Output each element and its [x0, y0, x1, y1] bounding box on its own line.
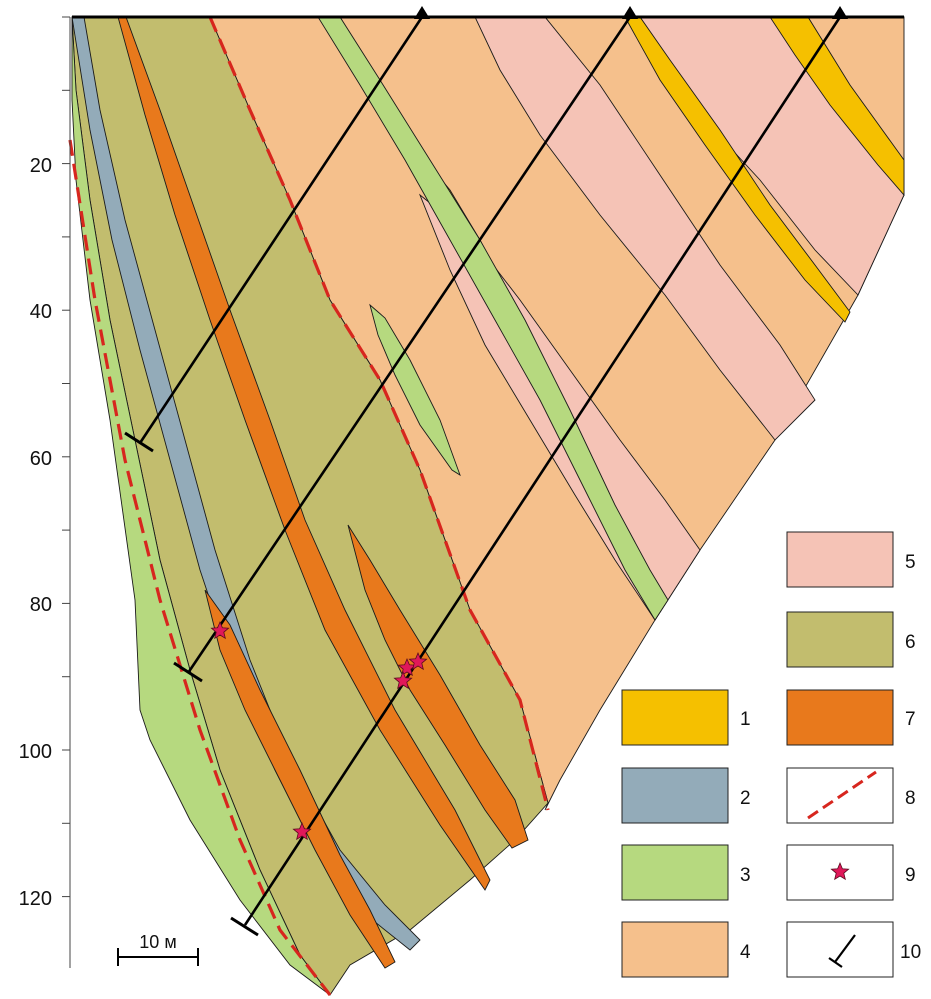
borehole-3 [230, 6, 848, 937]
legend-label-6: 6 [905, 632, 916, 653]
legend-label-10: 10 [900, 942, 921, 963]
legend-label-8: 8 [905, 788, 916, 809]
depth-tick-label-100: 100 [19, 741, 52, 763]
depth-tick-label-60: 60 [30, 448, 52, 470]
ore-star-5 [292, 821, 312, 841]
legend-label-1: 1 [740, 709, 751, 730]
unit-3-west-flank [71, 16, 331, 996]
legend-label-4: 4 [740, 942, 751, 963]
depth-tick-label-120: 120 [19, 888, 52, 910]
unit-2-bed [71, 16, 421, 951]
ore-star-3 [408, 651, 428, 671]
legend-swatch-2 [621, 767, 729, 824]
legend-swatch-1 [621, 689, 729, 746]
borehole-1 [124, 6, 430, 453]
legend-label-7: 7 [905, 709, 916, 730]
unit-3-thin-band [317, 16, 669, 621]
ore-star-4 [393, 670, 413, 690]
scale-bar-label: 10 м [139, 932, 176, 952]
legend-fault-symbol [807, 770, 877, 820]
fault-middle [208, 16, 550, 811]
scale-bar: 10 м [117, 932, 199, 966]
legend-label-2: 2 [740, 788, 751, 809]
depth-tick-label-80: 80 [30, 594, 52, 616]
legend-star-symbol [830, 861, 850, 881]
legend-label-9: 9 [905, 865, 916, 886]
borehole-2 [173, 6, 638, 683]
legend-swatch-6 [786, 611, 894, 668]
fault-west [68, 139, 332, 996]
depth-axis: 20 40 60 80 100 120 [19, 16, 71, 968]
legend-box-10 [786, 921, 894, 978]
legend: 1 2 3 4 5 6 7 8 9 10 [621, 531, 921, 978]
depth-tick-label-40: 40 [30, 301, 52, 323]
legend-borehole-symbol [828, 934, 856, 968]
unit-1-bed-east [769, 16, 905, 197]
unit-1-bed-middle [624, 16, 851, 323]
legend-swatch-5 [786, 531, 894, 588]
legend-swatch-3 [621, 844, 729, 901]
unit-7-bed-a [117, 16, 491, 891]
legend-label-3: 3 [740, 865, 751, 886]
legend-label-5: 5 [905, 552, 916, 573]
ore-star-1 [210, 620, 230, 640]
unit-3-lens [369, 303, 461, 477]
legend-swatch-4 [621, 921, 729, 978]
unit-7-bed-c [204, 589, 396, 969]
ore-occurrence-stars [210, 620, 428, 841]
legend-swatch-7 [786, 689, 894, 746]
legend-star [830, 861, 850, 881]
depth-tick-label-20: 20 [30, 155, 52, 177]
unit-7-bed-b [347, 524, 529, 849]
